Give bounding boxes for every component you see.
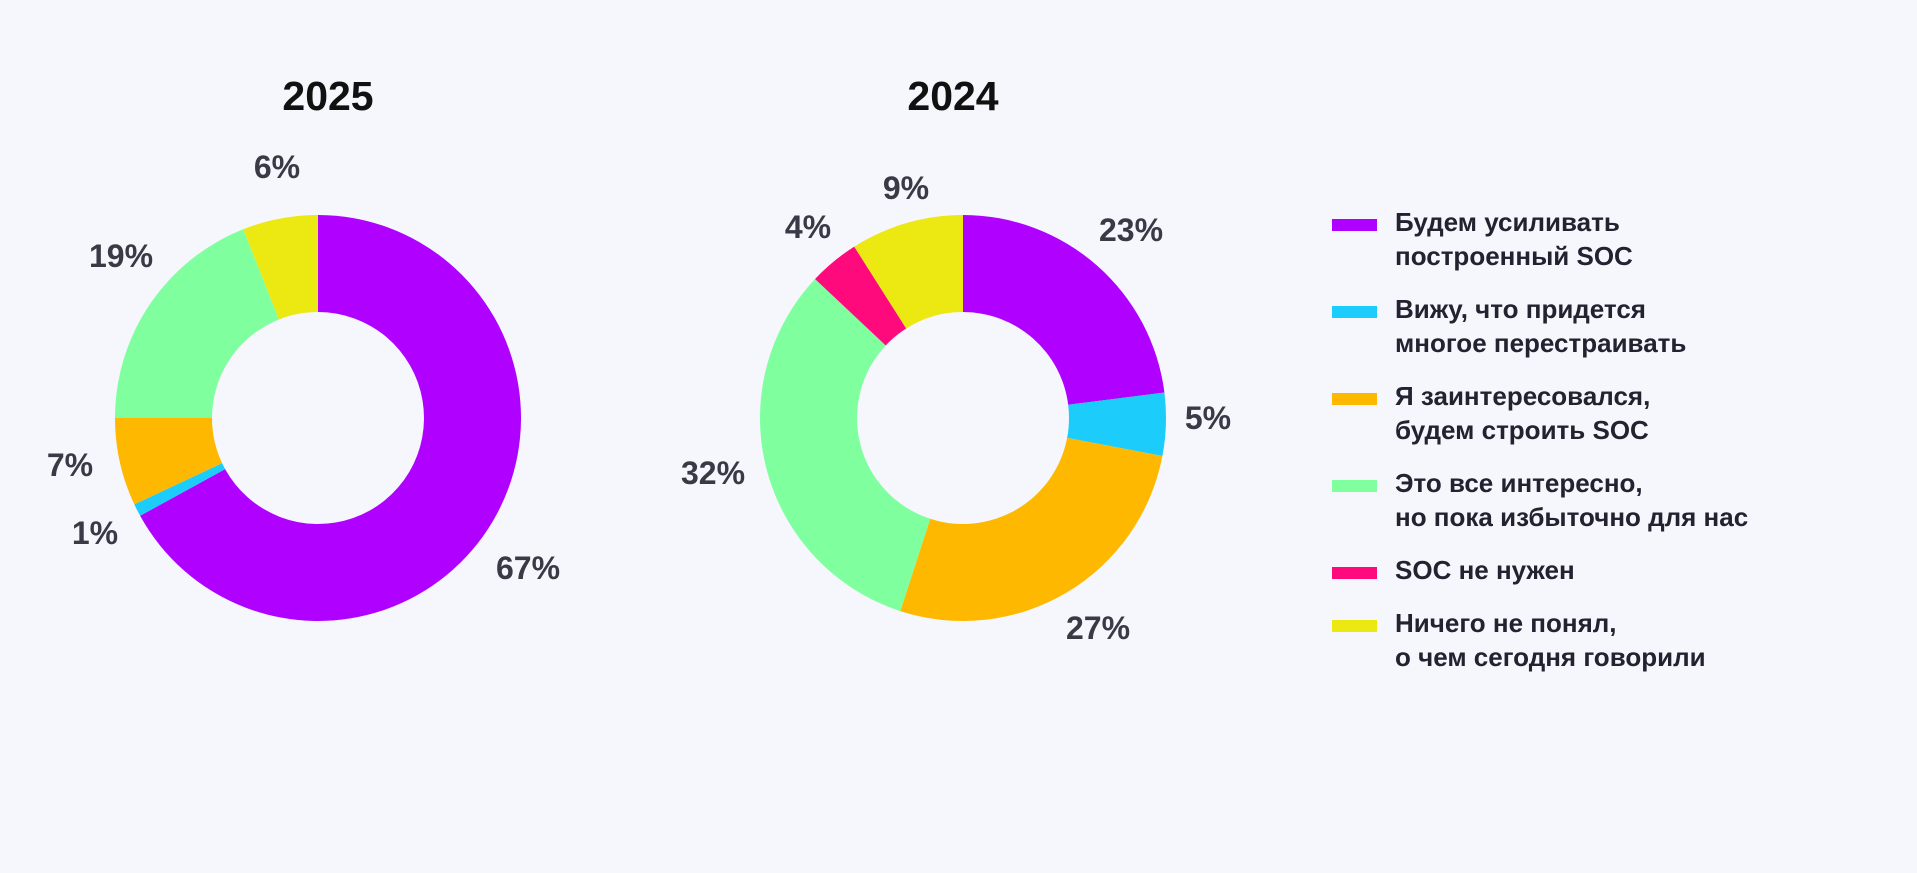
slice-didnt_understand: [854, 215, 963, 329]
slices-2025: [115, 215, 521, 621]
slice-strengthen: [963, 215, 1165, 405]
slice-rebuild: [1067, 392, 1166, 457]
legend-label: Я заинтересовался, будем строить SOC: [1395, 379, 1650, 447]
legend-label-line: SOC не нужен: [1395, 555, 1575, 585]
legend-label-line: многое перестраивать: [1395, 328, 1687, 358]
legend: Будем усиливать построенный SOC Вижу, что …: [1332, 205, 1748, 693]
slice-excessive: [115, 229, 279, 418]
legend-label: Вижу, что придется многое перестраивать: [1395, 292, 1686, 360]
donut-chart-2024: 2024 23% 5% 27% 32% 4% 9%: [681, 73, 1231, 646]
chart-title-2024: 2024: [907, 73, 998, 119]
legend-label-line: будем строить SOC: [1395, 415, 1649, 445]
slice-will_build: [115, 418, 223, 505]
data-label-strengthen: 67%: [496, 550, 560, 586]
chart-title-2025: 2025: [282, 73, 373, 119]
legend-label: SOC не нужен: [1395, 553, 1575, 587]
slice-strengthen: [140, 215, 521, 621]
legend-label-line: о чем сегодня говорили: [1395, 642, 1706, 672]
data-label-rebuild: 1%: [72, 515, 118, 551]
data-label-didnt_understand: 6%: [254, 149, 300, 185]
slice-rebuild: [134, 463, 226, 516]
legend-label-line: построенный SOC: [1395, 241, 1633, 271]
legend-item-excessive: Это все интересно, но пока избыточно для …: [1332, 466, 1748, 534]
legend-label: Будем усиливать построенный SOC: [1395, 205, 1633, 273]
legend-label: Ничего не понял, о чем сегодня говорили: [1395, 606, 1706, 674]
slices-2024: [759, 215, 1166, 621]
legend-swatch: [1332, 567, 1377, 579]
legend-swatch: [1332, 393, 1377, 405]
donut-chart-2025: 2025 67% 1% 7% 19% 6%: [47, 73, 560, 621]
data-label-rebuild: 5%: [1185, 400, 1231, 436]
legend-item-not_needed: SOC не нужен: [1332, 553, 1748, 587]
legend-label: Это все интересно, но пока избыточно для …: [1395, 466, 1748, 534]
data-label-excessive: 19%: [89, 238, 153, 274]
legend-item-rebuild: Вижу, что придется многое перестраивать: [1332, 292, 1748, 360]
legend-item-will_build: Я заинтересовался, будем строить SOC: [1332, 379, 1748, 447]
slice-not_needed: [815, 246, 907, 346]
data-label-not_needed: 4%: [785, 209, 831, 245]
legend-label-line: Это все интересно,: [1395, 468, 1643, 498]
legend-swatch: [1332, 620, 1377, 632]
legend-swatch: [1332, 480, 1377, 492]
data-label-strengthen: 23%: [1099, 212, 1163, 248]
legend-swatch: [1332, 219, 1377, 231]
legend-label-line: но пока избыточно для нас: [1395, 502, 1749, 532]
data-label-excessive: 32%: [681, 455, 745, 491]
data-label-will_build: 7%: [47, 447, 93, 483]
slice-didnt_understand: [243, 215, 318, 320]
legend-label-line: Вижу, что придется: [1395, 294, 1646, 324]
legend-item-strengthen: Будем усиливать построенный SOC: [1332, 205, 1748, 273]
legend-label-line: Ничего не понял,: [1395, 608, 1617, 638]
legend-swatch: [1332, 306, 1377, 318]
legend-label-line: Я заинтересовался,: [1395, 381, 1651, 411]
labels-2025: 67% 1% 7% 19% 6%: [47, 149, 560, 586]
labels-2024: 23% 5% 27% 32% 4% 9%: [681, 170, 1231, 646]
legend-label-line: Будем усиливать: [1395, 207, 1620, 237]
slice-excessive: [759, 279, 931, 612]
data-label-will_build: 27%: [1066, 610, 1130, 646]
data-label-didnt_understand: 9%: [883, 170, 929, 206]
legend-item-didnt_understand: Ничего не понял, о чем сегодня говорили: [1332, 606, 1748, 674]
slice-will_build: [900, 437, 1163, 621]
